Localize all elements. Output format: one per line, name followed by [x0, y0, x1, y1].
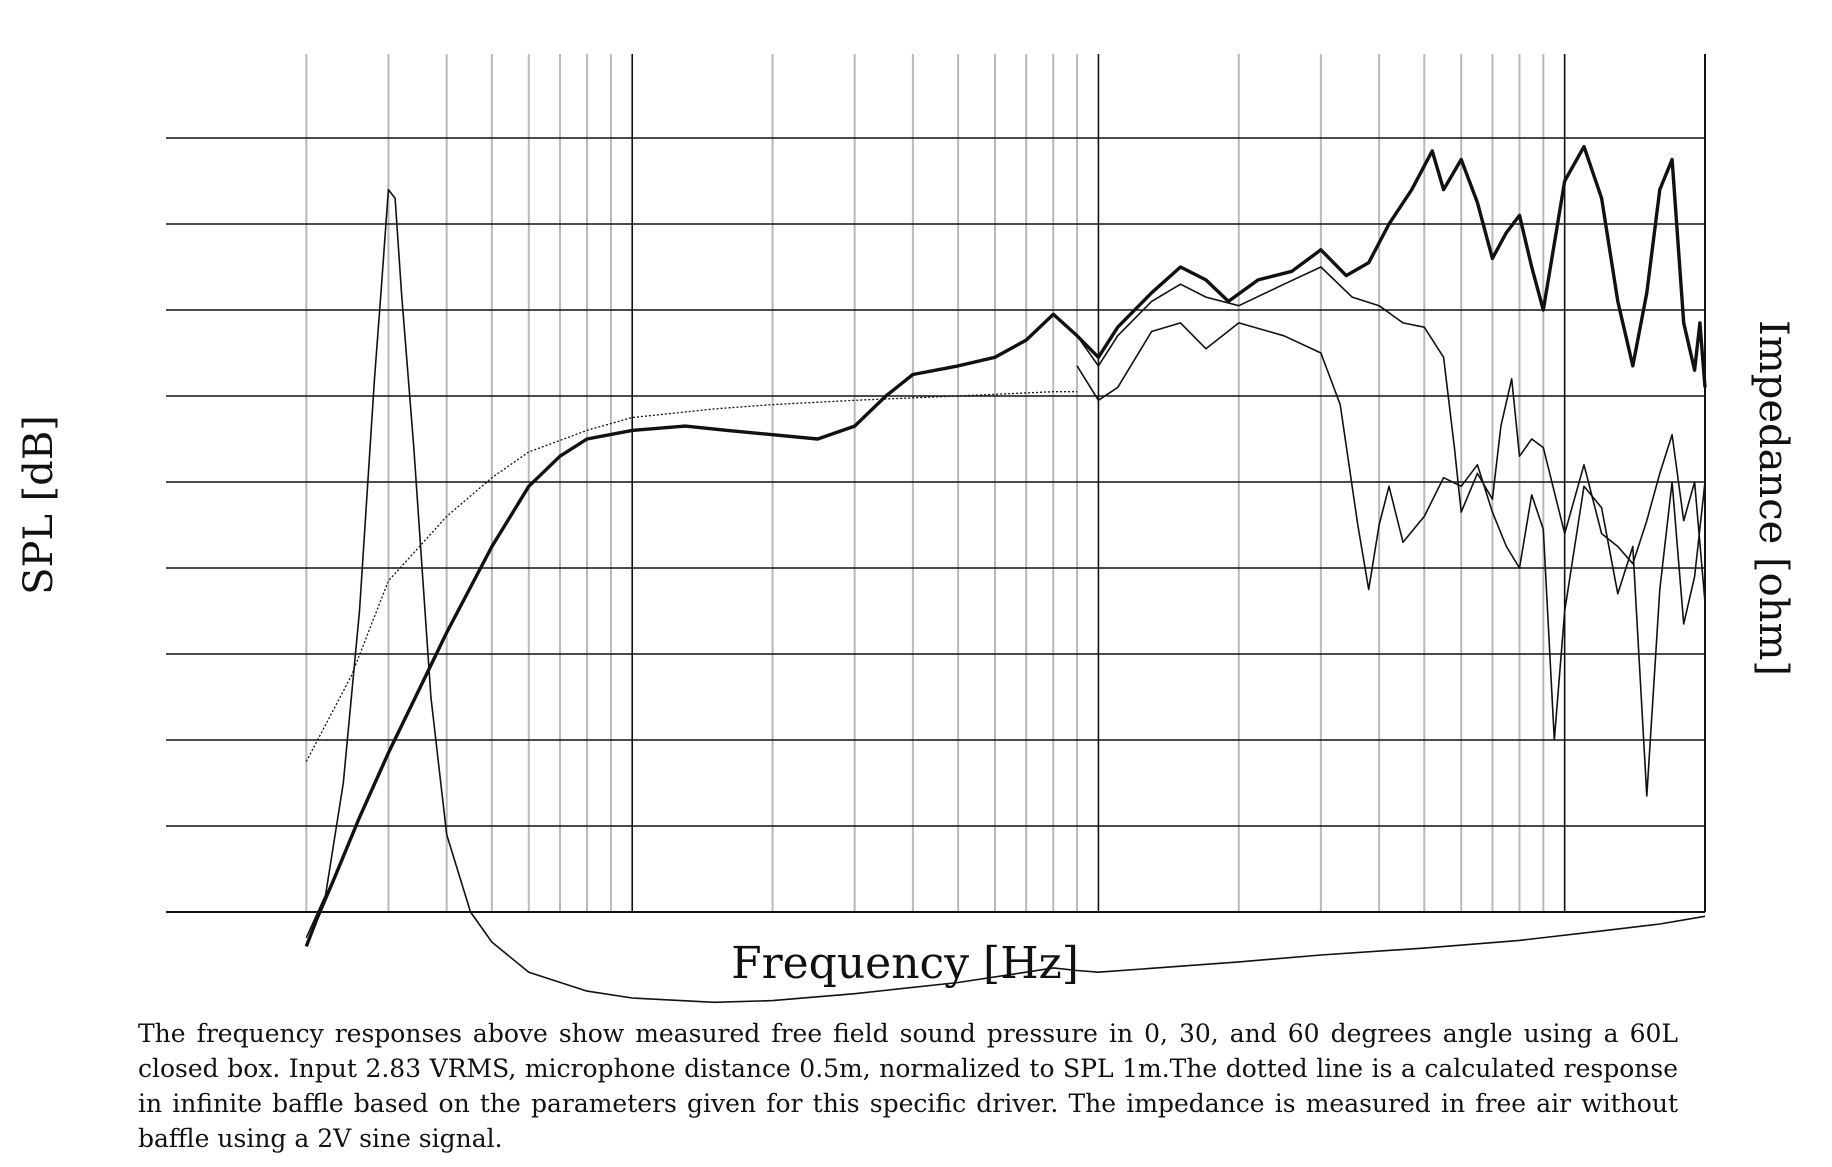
y-axis-right-title: Impedance [ohm] [1750, 320, 1796, 676]
impedance-line [305, 188, 1706, 1004]
calculated-response-line [305, 391, 1078, 762]
spl-60deg-line [1076, 322, 1706, 797]
series-layer [304, 144, 1707, 1004]
y-axis-left-title: SPL [dB] [16, 415, 62, 595]
grid [166, 54, 1706, 913]
caption: The frequency responses above show measu… [138, 1019, 1678, 1153]
spl-30deg-line [1076, 266, 1706, 603]
x-axis-title: Frequency [Hz] [731, 938, 1079, 989]
spl-0deg-line [304, 144, 1707, 948]
